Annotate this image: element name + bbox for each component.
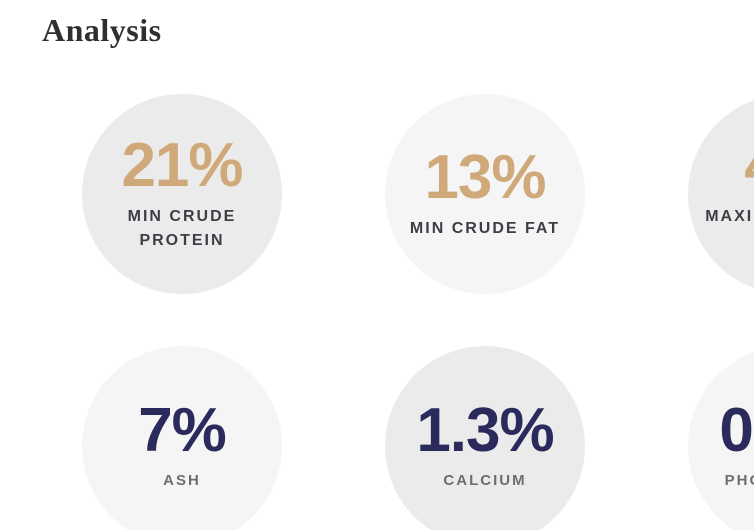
analysis-section: Analysis 21% MIN CRUDE PROTEIN 13% MIN C… xyxy=(0,10,754,530)
stat-circle-ash: 7% ASH xyxy=(82,346,282,530)
stat-circle-min-crude-protein: 21% MIN CRUDE PROTEIN xyxy=(82,94,282,294)
stat-label: MIN CRUDE PROTEIN xyxy=(127,208,237,249)
stat-label: MAXIMUM CRUDE FIBRE xyxy=(705,208,754,225)
stat-label: PHOSPHORUS xyxy=(724,471,754,489)
stat-circle-row-bottom: 7% ASH 1.3% CALCIUM 0.8% PHOSPHORUS xyxy=(42,330,754,530)
stat-circle-maximum-crude-fibre: 4% MAXIMUM CRUDE FIBRE xyxy=(688,94,754,294)
stat-circle-calcium: 1.3% CALCIUM xyxy=(385,346,585,530)
stat-value: 0.8% xyxy=(719,395,754,465)
stat-label: MIN CRUDE FAT xyxy=(409,220,561,237)
stat-value: 13% xyxy=(424,143,546,212)
stat-label: ASH xyxy=(163,471,201,489)
stat-label: CALCIUM xyxy=(443,471,527,489)
stat-value: 21% xyxy=(121,131,243,200)
stat-circle-phosphorus: 0.8% PHOSPHORUS xyxy=(688,346,754,530)
stat-value: 7% xyxy=(138,395,227,465)
stat-value: 1.3% xyxy=(416,395,554,465)
stat-value: 4% xyxy=(744,135,754,197)
stat-circle-row-top: 21% MIN CRUDE PROTEIN 13% MIN CRUDE FAT … xyxy=(42,78,754,310)
stat-circle-min-crude-fat: 13% MIN CRUDE FAT xyxy=(385,94,585,294)
page-title: Analysis xyxy=(42,12,162,48)
stat-circle-grid: 21% MIN CRUDE PROTEIN 13% MIN CRUDE FAT … xyxy=(0,78,754,530)
